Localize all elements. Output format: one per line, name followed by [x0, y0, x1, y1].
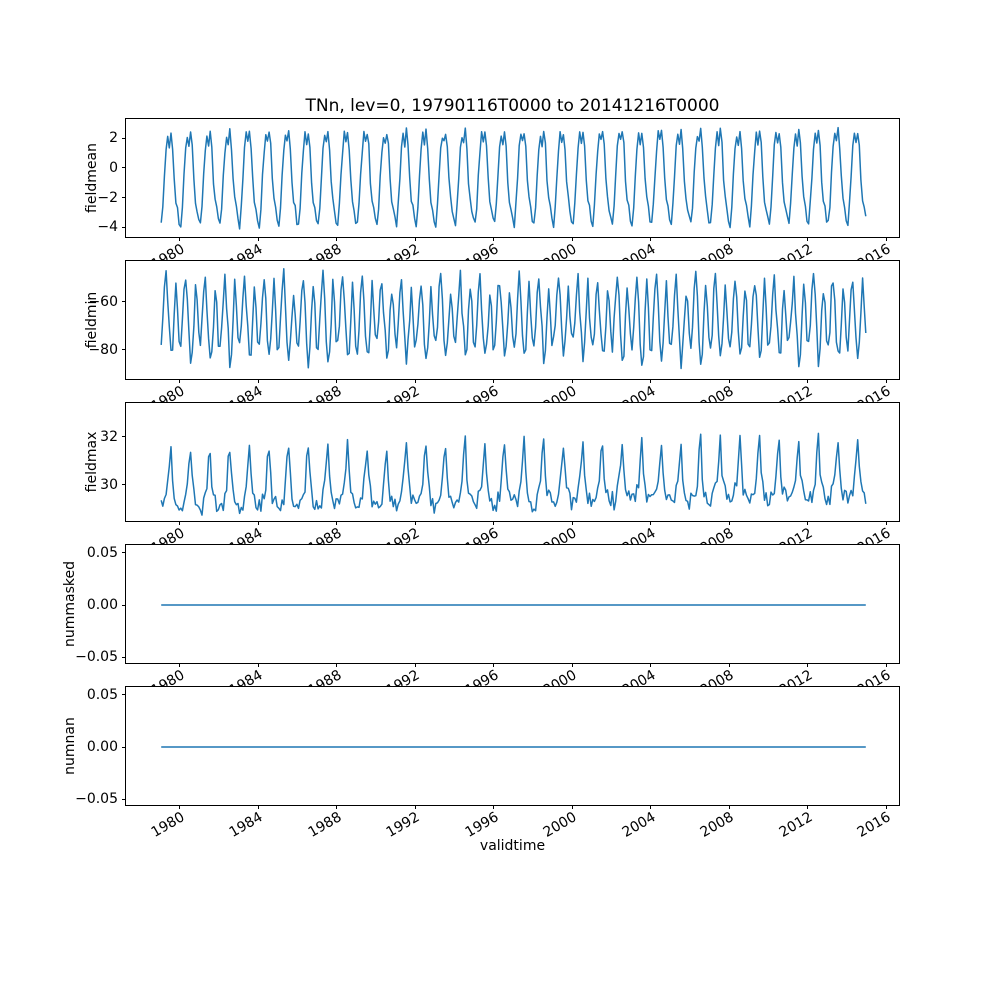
y-tick-mark	[122, 694, 126, 696]
x-tick-mark	[336, 663, 338, 667]
y-tick-mark	[122, 798, 126, 800]
x-tick-mark	[414, 805, 416, 809]
x-tick-mark	[493, 379, 495, 383]
x-tick-mark	[807, 663, 809, 667]
x-tick-mark	[179, 237, 181, 241]
y-tick-mark	[122, 349, 126, 351]
x-tick-mark	[336, 521, 338, 525]
y-tick-mark	[122, 552, 126, 554]
x-tick-mark	[414, 521, 416, 525]
x-tick-mark	[257, 663, 259, 667]
x-tick-mark	[885, 805, 887, 809]
subplot-fieldmax: fieldmax 32 30 1980 1984 1988 1992 1996 2000 200…	[84, 402, 900, 557]
x-tick-mark	[493, 237, 495, 241]
line-chart-fieldmin	[160, 268, 867, 370]
subplot-fieldmean: fieldmean 2 0 −2 −4 1980 1984 1988 1992 1996 2000…	[84, 118, 900, 273]
y-tick-label: −80	[88, 341, 118, 358]
x-tick-mark	[650, 521, 652, 525]
y-tick-mark	[122, 436, 126, 438]
x-tick-mark	[493, 663, 495, 667]
y-tick-mark	[122, 656, 126, 658]
x-tick-mark	[179, 663, 181, 667]
x-tick-mark	[807, 521, 809, 525]
y-tick-label: −0.05	[75, 649, 118, 666]
x-tick-mark	[650, 805, 652, 809]
y-tick-mark	[122, 604, 126, 606]
y-tick-label: 2	[109, 130, 118, 147]
x-tick-mark	[336, 379, 338, 383]
x-tick-mark	[257, 237, 259, 241]
line-chart-nummasked	[161, 604, 866, 606]
y-tick-label: −4	[97, 219, 118, 236]
subplot-numnan: numnan 0.05 0.00 −0.05 1980 1984 1988 1992 1996…	[62, 686, 900, 841]
y-tick-label: −2	[97, 189, 118, 206]
line-chart-numnan	[161, 746, 866, 748]
y-tick-label: 0	[109, 159, 118, 176]
x-tick-mark	[179, 805, 181, 809]
subplot-nummasked: nummasked 0.05 0.00 −0.05 1980 1984 1988 1992 1…	[62, 544, 900, 699]
x-tick-mark	[571, 379, 573, 383]
series-line	[160, 268, 867, 370]
x-tick-mark	[728, 805, 730, 809]
x-tick-mark	[414, 237, 416, 241]
x-tick-mark	[650, 379, 652, 383]
x-tick-mark	[493, 521, 495, 525]
series-line	[160, 432, 867, 516]
x-tick-mark	[885, 379, 887, 383]
series-line	[160, 126, 867, 230]
y-tick-mark	[122, 484, 126, 486]
y-tick-label: 0.05	[86, 686, 118, 703]
y-tick-mark	[122, 226, 126, 228]
x-tick-mark	[571, 237, 573, 241]
x-tick-mark	[650, 663, 652, 667]
x-tick-mark	[571, 521, 573, 525]
x-tick-mark	[807, 237, 809, 241]
x-axis-label: validtime	[479, 838, 546, 854]
y-tick-label: −60	[88, 293, 118, 310]
x-tick-mark	[414, 663, 416, 667]
y-tick-label: 30	[100, 476, 118, 493]
x-tick-mark	[807, 379, 809, 383]
x-tick-mark	[650, 237, 652, 241]
x-tick-mark	[257, 805, 259, 809]
y-tick-mark	[122, 746, 126, 748]
y-tick-label: 32	[100, 428, 118, 445]
x-tick-mark	[179, 521, 181, 525]
x-tick-mark	[571, 805, 573, 809]
x-tick-mark	[571, 663, 573, 667]
y-tick-mark	[122, 301, 126, 303]
y-tick-label: 0.00	[86, 597, 118, 613]
y-tick-label: 0.00	[86, 739, 118, 755]
x-tick-mark	[728, 379, 730, 383]
x-tick-mark	[414, 379, 416, 383]
subplot-fieldmin: fieldmin −60 −80 1980 1984 1988 1992 1996 2000 2…	[84, 260, 900, 415]
x-tick-mark	[807, 805, 809, 809]
y-tick-mark	[122, 197, 126, 199]
x-tick-mark	[493, 805, 495, 809]
x-tick-mark	[336, 237, 338, 241]
y-tick-mark	[122, 137, 126, 139]
x-tick-mark	[728, 663, 730, 667]
x-tick-mark	[179, 379, 181, 383]
y-tick-mark	[122, 167, 126, 169]
x-tick-mark	[885, 521, 887, 525]
x-tick-mark	[885, 663, 887, 667]
y-tick-label: −0.05	[75, 791, 118, 808]
x-tick-mark	[336, 805, 338, 809]
x-tick-mark	[885, 237, 887, 241]
x-tick-mark	[728, 237, 730, 241]
x-tick-mark	[728, 521, 730, 525]
line-chart-fieldmean	[160, 126, 867, 230]
y-tick-label: 0.05	[86, 544, 118, 561]
line-chart-fieldmax	[160, 432, 867, 516]
figure-title: TNn, lev=0, 19790116T0000 to 20141216T00…	[305, 96, 720, 116]
x-tick-mark	[257, 379, 259, 383]
x-tick-mark	[257, 521, 259, 525]
